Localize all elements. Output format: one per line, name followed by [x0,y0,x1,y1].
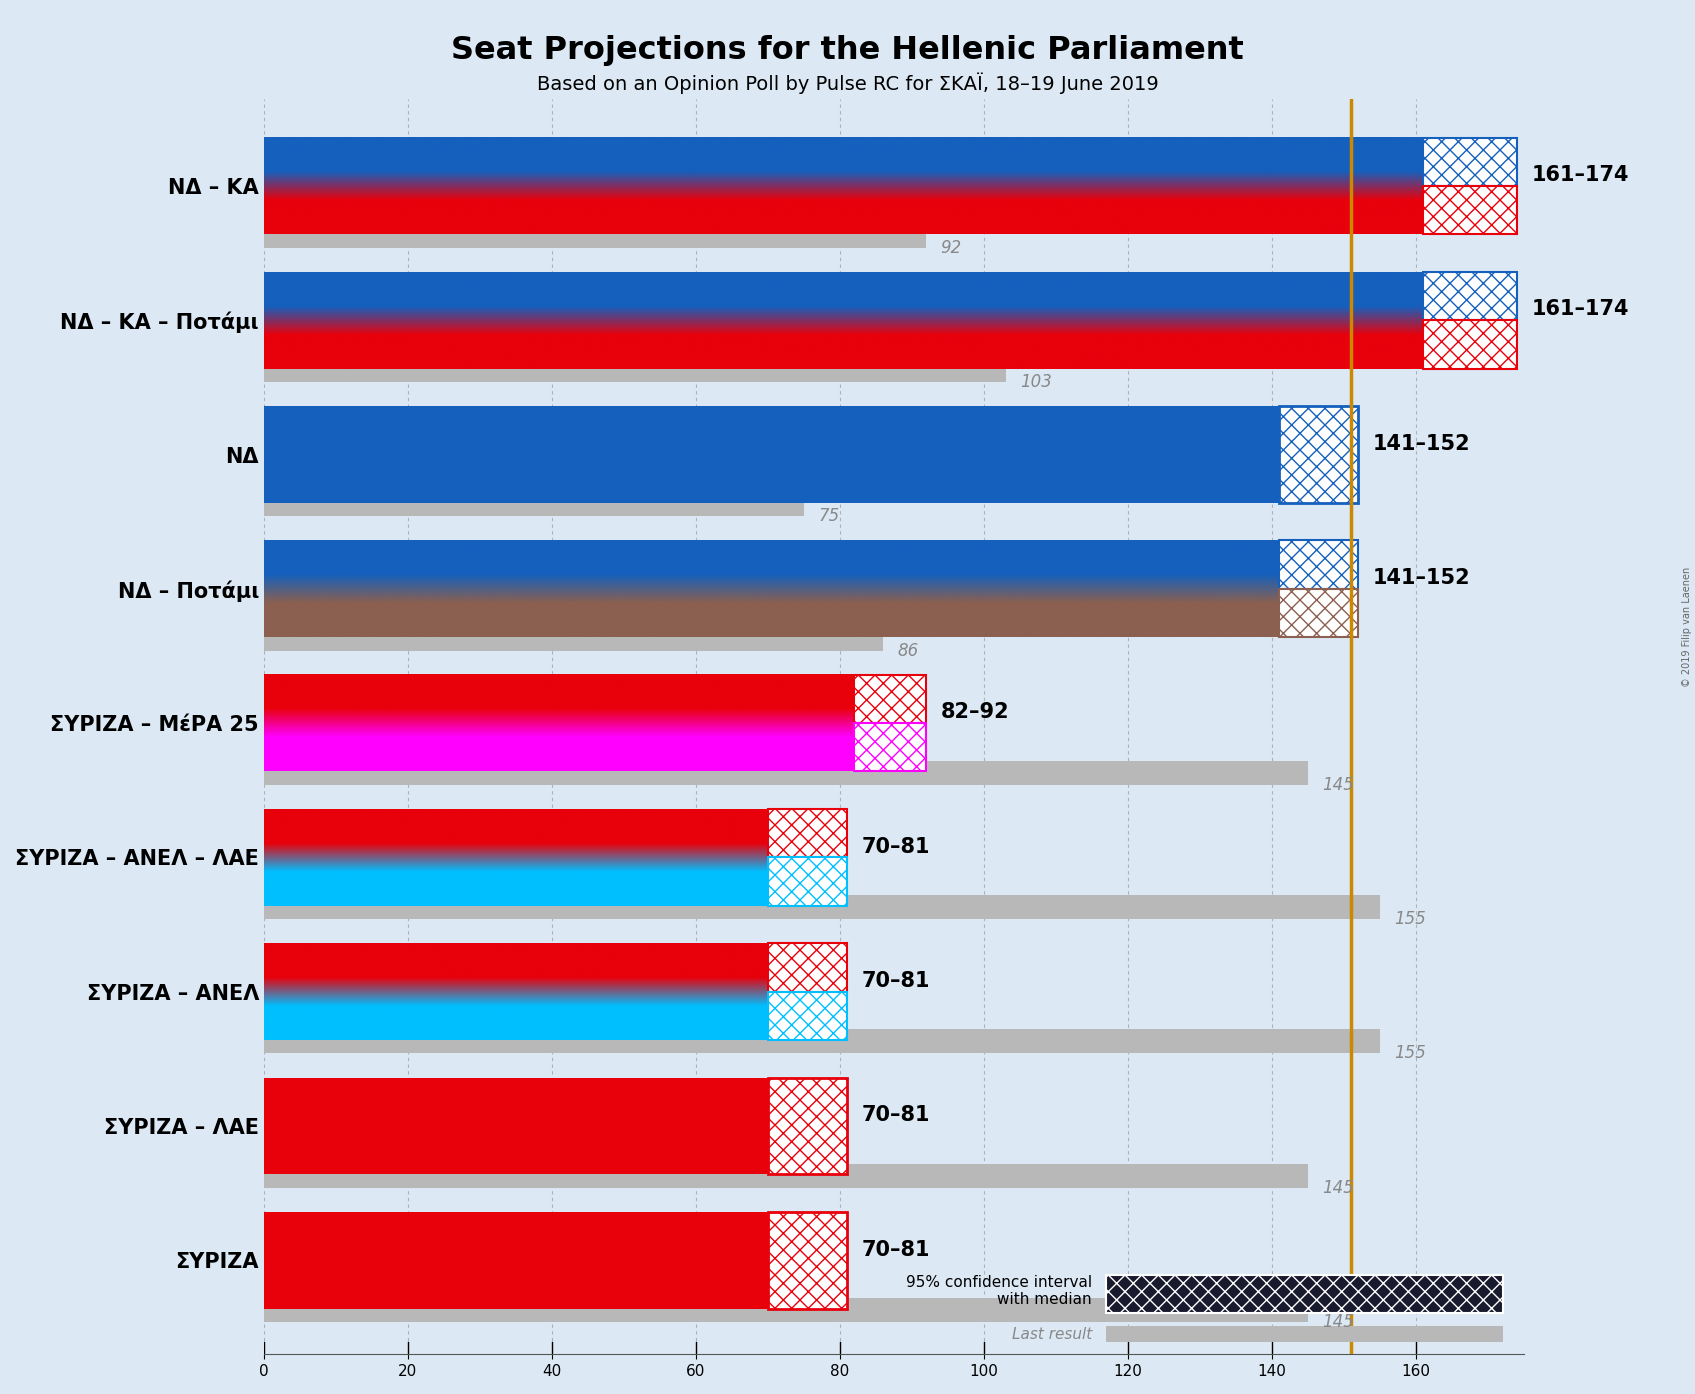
Text: 95% confidence interval
with median: 95% confidence interval with median [905,1276,1092,1308]
Text: 70–81: 70–81 [861,972,931,991]
Bar [768,1211,848,1309]
Bar [264,1029,1380,1054]
Bar [768,809,848,857]
Text: 161–174: 161–174 [1531,300,1629,319]
Text: 155: 155 [1395,1044,1427,1062]
Text: 103: 103 [1020,374,1053,390]
Text: 141–152: 141–152 [1373,569,1471,588]
Bar [264,1078,768,1174]
Bar [854,675,927,723]
Text: 161–174: 161–174 [1531,164,1629,185]
Bar [264,761,1309,785]
Bar [768,991,848,1040]
Bar [768,1078,848,1174]
Bar [1424,272,1517,321]
Text: 70–81: 70–81 [861,1105,931,1125]
Bar [264,626,883,651]
Text: 155: 155 [1395,910,1427,928]
Bar [768,857,848,906]
Text: Seat Projections for the Hellenic Parliament: Seat Projections for the Hellenic Parlia… [451,35,1244,66]
Text: 75: 75 [819,507,839,526]
Bar [1280,406,1358,503]
Bar [264,1164,1309,1188]
Bar [1107,1276,1502,1313]
Text: © 2019 Filip van Laenen: © 2019 Filip van Laenen [1681,567,1692,687]
Text: 145: 145 [1322,776,1354,793]
Bar [768,944,848,991]
Bar [264,223,927,248]
Bar [1280,588,1358,637]
Bar [264,1298,1309,1322]
Bar [854,723,927,771]
Text: Based on an Opinion Poll by Pulse RC for ΣΚΑΪ, 18–19 June 2019: Based on an Opinion Poll by Pulse RC for… [537,72,1158,93]
Text: 86: 86 [898,641,919,659]
Text: 145: 145 [1322,1313,1354,1331]
Bar [1424,321,1517,368]
Text: 92: 92 [941,238,963,256]
Text: 145: 145 [1322,1179,1354,1197]
Bar [264,492,803,516]
Bar [1107,1326,1502,1342]
Bar [1424,138,1517,185]
Text: Last result: Last result [1012,1327,1092,1341]
Bar [1280,541,1358,588]
Bar [264,895,1380,919]
Bar [264,406,1280,503]
Bar [264,1211,768,1309]
Text: 70–81: 70–81 [861,836,931,857]
Bar [1424,185,1517,234]
Text: 70–81: 70–81 [861,1239,931,1260]
Text: 82–92: 82–92 [941,703,1010,722]
Text: 141–152: 141–152 [1373,434,1471,454]
Bar [264,358,1005,382]
